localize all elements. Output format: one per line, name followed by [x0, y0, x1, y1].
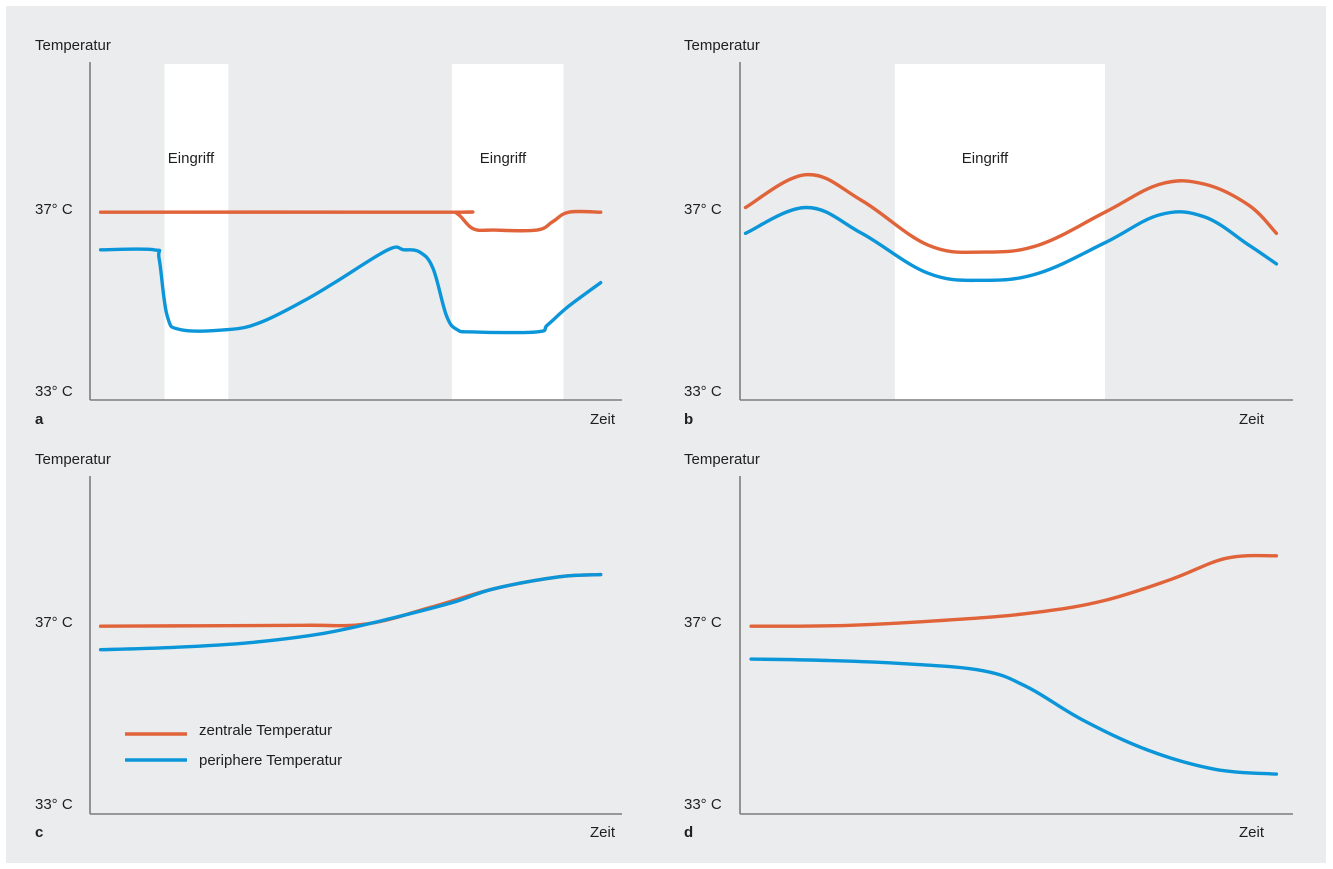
chart-figure: Temperatur 37° C 33° C a Zeit Eingriff E… [35, 37, 1293, 841]
panel-a-ylabel: Temperatur [35, 37, 111, 54]
legend-label-peripheral: periphere Temperatur [199, 752, 342, 769]
panel-b-ytick-37: 37° C [684, 201, 722, 218]
panel-b-letter: b [684, 411, 693, 428]
legend-label-central: zentrale Temperatur [199, 722, 332, 739]
panel-b-ylabel: Temperatur [684, 37, 760, 54]
panel-d-ytick-33: 33° C [684, 796, 722, 813]
panel-b-bands [894, 64, 1105, 400]
panel-b-band-label-1: Eingriff [962, 150, 1009, 167]
panel-c-ylabel: Temperatur [35, 451, 111, 468]
panel-d-xlabel: Zeit [1239, 824, 1265, 841]
panel-c-xlabel: Zeit [590, 824, 616, 841]
panel-b-xlabel: Zeit [1239, 411, 1265, 428]
panel-d-ylabel: Temperatur [684, 451, 760, 468]
panel-b: Temperatur 37° C 33° C b Zeit Eingriff [684, 37, 1293, 428]
panel-a-central-temperature-line [98, 209, 603, 233]
panel-a-ytick-33: 33° C [35, 383, 73, 400]
panel-c-letter: c [35, 824, 43, 841]
panel-b-peripheral-temperature-line [743, 205, 1279, 283]
panel-b-central-temperature-line [743, 172, 1279, 255]
panel-a-peripheral-temperature-line [98, 245, 603, 335]
panel-a-curves [98, 209, 603, 335]
panel-a-xlabel: Zeit [590, 411, 616, 428]
panel-a-ytick-37: 37° C [35, 201, 73, 218]
panel-c-peripheral-temperature-line [98, 572, 603, 652]
panel-d-letter: d [684, 824, 693, 841]
panel-b-ytick-33: 33° C [684, 383, 722, 400]
figure-background: Temperatur 37° C 33° C a Zeit Eingriff E… [6, 6, 1326, 863]
panel-a-band-1 [164, 64, 229, 400]
panel-c-ytick-37: 37° C [35, 614, 73, 631]
panel-b-band-1 [894, 64, 1105, 400]
panel-d: Temperatur 37° C 33° C d Zeit [684, 451, 1293, 841]
panel-a-letter: a [35, 411, 44, 428]
panel-d-central-temperature-line [749, 553, 1279, 628]
panel-a-band-label-1: Eingriff [168, 150, 215, 167]
panel-d-curves [749, 553, 1279, 776]
panel-c-curves [98, 572, 603, 652]
panel-a-band-label-2: Eingriff [480, 150, 527, 167]
panel-c: Temperatur 37° C 33° C c Zeit zentrale T… [35, 451, 622, 841]
panel-c-ytick-33: 33° C [35, 796, 73, 813]
panel-b-curves [743, 172, 1279, 283]
panel-a: Temperatur 37° C 33° C a Zeit Eingriff E… [35, 37, 622, 428]
panel-d-ytick-37: 37° C [684, 614, 722, 631]
panel-d-peripheral-temperature-line [749, 657, 1279, 776]
legend: zentrale Temperatur periphere Temperatur [125, 722, 342, 769]
